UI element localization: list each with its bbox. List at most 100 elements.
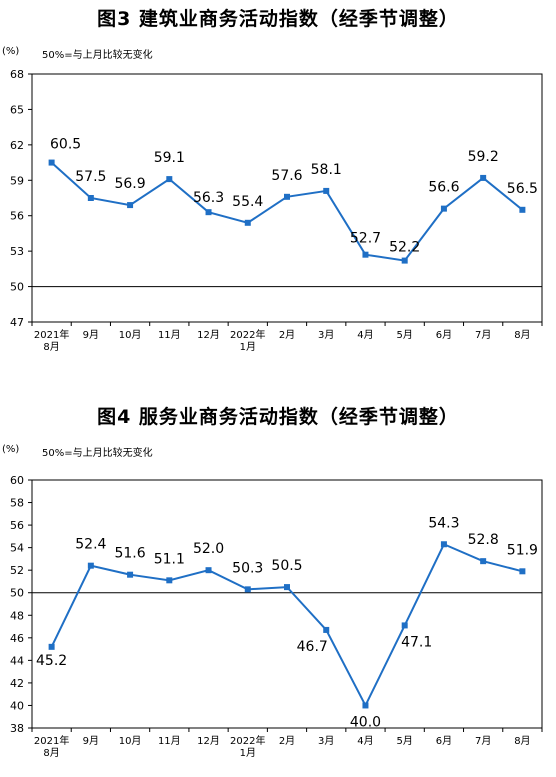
data-point	[127, 571, 134, 578]
unit-label: (%)	[2, 444, 20, 455]
y-tick-label: 46	[10, 632, 24, 645]
plot-frame	[31, 73, 543, 323]
data-point	[48, 643, 55, 650]
data-label: 57.6	[271, 168, 302, 184]
y-tick-label: 58	[10, 497, 24, 510]
data-label: 57.5	[75, 169, 106, 185]
data-label: 59.1	[154, 150, 185, 166]
x-tick-label: 4月	[357, 329, 373, 341]
x-tick-label: 11月	[158, 735, 181, 747]
data-label: 56.9	[114, 176, 145, 192]
data-point	[480, 558, 487, 565]
data-label: 46.7	[297, 639, 328, 655]
y-tick-label: 52	[10, 564, 24, 577]
services-plot: 38 40 42 44 46 48 50 52 54 56 58 60 2021年 8月 9月 10月 11月 1…	[10, 474, 543, 759]
y-tick-label: 50	[10, 587, 24, 600]
data-point	[48, 159, 55, 166]
data-point	[519, 568, 526, 575]
baseline-note: 50%=与上月比较无变化	[42, 448, 153, 459]
y-tick-label: 60	[10, 474, 24, 487]
x-tick-label: 11月	[158, 329, 181, 341]
data-label: 50.3	[232, 560, 263, 576]
data-label: 51.1	[154, 551, 185, 567]
data-point	[362, 251, 369, 258]
data-point	[519, 206, 526, 213]
unit-label: (%)	[2, 46, 20, 57]
plot-frame	[31, 479, 543, 729]
data-label: 52.8	[468, 532, 499, 548]
data-point	[127, 202, 134, 209]
data-label: 40.0	[350, 714, 381, 730]
data-point	[205, 209, 212, 216]
y-tick-label: 56	[10, 519, 24, 532]
data-point	[323, 626, 330, 633]
data-label: 51.6	[114, 546, 145, 562]
data-point	[401, 622, 408, 629]
data-point	[244, 219, 251, 226]
y-tick-label: 54	[10, 542, 24, 555]
x-tick-label: 12月	[197, 735, 220, 747]
y-tick-label: 40	[10, 699, 24, 712]
chart-title: 图3 建筑业商务活动指数（经季节调整）	[97, 8, 459, 30]
x-tick-label: 8月	[514, 329, 530, 341]
data-label: 45.2	[36, 653, 67, 669]
data-point	[205, 567, 212, 574]
y-tick-label: 68	[10, 68, 24, 81]
data-label: 59.2	[468, 149, 499, 165]
x-tick-label: 3月	[318, 329, 334, 341]
data-label: 52.7	[350, 231, 381, 247]
x-tick-label: 9月	[83, 735, 99, 747]
x-tick-label: 2月	[279, 329, 295, 341]
data-point	[87, 562, 94, 569]
x-tick-label: 3月	[318, 735, 334, 747]
data-point	[440, 541, 447, 548]
x-tick-label: 5月	[397, 735, 413, 747]
data-point	[244, 586, 251, 593]
x-tick-label: 6月	[436, 329, 452, 341]
data-label: 47.1	[401, 634, 432, 650]
y-tick-label: 59	[10, 174, 24, 187]
construction-index-chart: 图3 建筑业商务活动指数（经季节调整） (%) 50%=与上月比较无变化 47 5…	[0, 0, 556, 378]
x-tick-label: 2021年 8月	[34, 734, 69, 759]
data-label: 54.3	[428, 515, 459, 531]
y-tick-label: 53	[10, 245, 24, 258]
data-label: 56.5	[507, 181, 538, 197]
data-point	[284, 193, 290, 200]
y-tick-label: 38	[10, 722, 24, 735]
y-tick-label: 62	[10, 139, 24, 152]
data-point	[166, 577, 173, 584]
data-point	[87, 195, 94, 201]
data-label: 56.6	[428, 180, 459, 196]
x-tick-label: 6月	[436, 735, 452, 747]
data-label: 52.4	[75, 537, 106, 553]
x-tick-label: 2021年 8月	[34, 328, 69, 353]
y-tick-label: 47	[10, 316, 24, 329]
data-point	[401, 257, 408, 264]
y-tick-label: 56	[10, 210, 24, 223]
y-tick-label: 50	[10, 281, 24, 294]
x-tick-label: 9月	[83, 329, 99, 341]
data-label: 56.3	[193, 190, 224, 206]
x-tick-label: 10月	[119, 329, 142, 341]
data-point	[166, 176, 173, 183]
construction-plot: 47 50 53 56 59 62 65 68 2021年 8月 9月 10月 11月 12月 2022年 1…	[10, 68, 543, 353]
y-tick-label: 44	[10, 654, 24, 667]
y-tick-label: 42	[10, 677, 24, 690]
data-label: 52.0	[193, 541, 224, 557]
x-tick-label: 8月	[514, 735, 530, 747]
data-point	[480, 174, 487, 181]
x-tick-label: 2月	[279, 735, 295, 747]
data-point	[362, 702, 369, 709]
x-tick-label: 7月	[475, 329, 491, 341]
services-index-chart: 图4 服务业商务活动指数（经季节调整） (%) 50%=与上月比较无变化 38 4…	[0, 398, 556, 777]
x-tick-label: 4月	[357, 735, 373, 747]
x-tick-label: 10月	[119, 735, 142, 747]
x-tick-label: 7月	[475, 735, 491, 747]
chart-title: 图4 服务业商务活动指数（经季节调整）	[97, 406, 459, 428]
y-tick-label: 65	[10, 103, 24, 116]
baseline-note: 50%=与上月比较无变化	[42, 50, 153, 61]
data-label: 50.5	[271, 558, 302, 574]
data-point	[284, 584, 290, 591]
data-point	[440, 205, 447, 212]
x-tick-label: 5月	[397, 329, 413, 341]
